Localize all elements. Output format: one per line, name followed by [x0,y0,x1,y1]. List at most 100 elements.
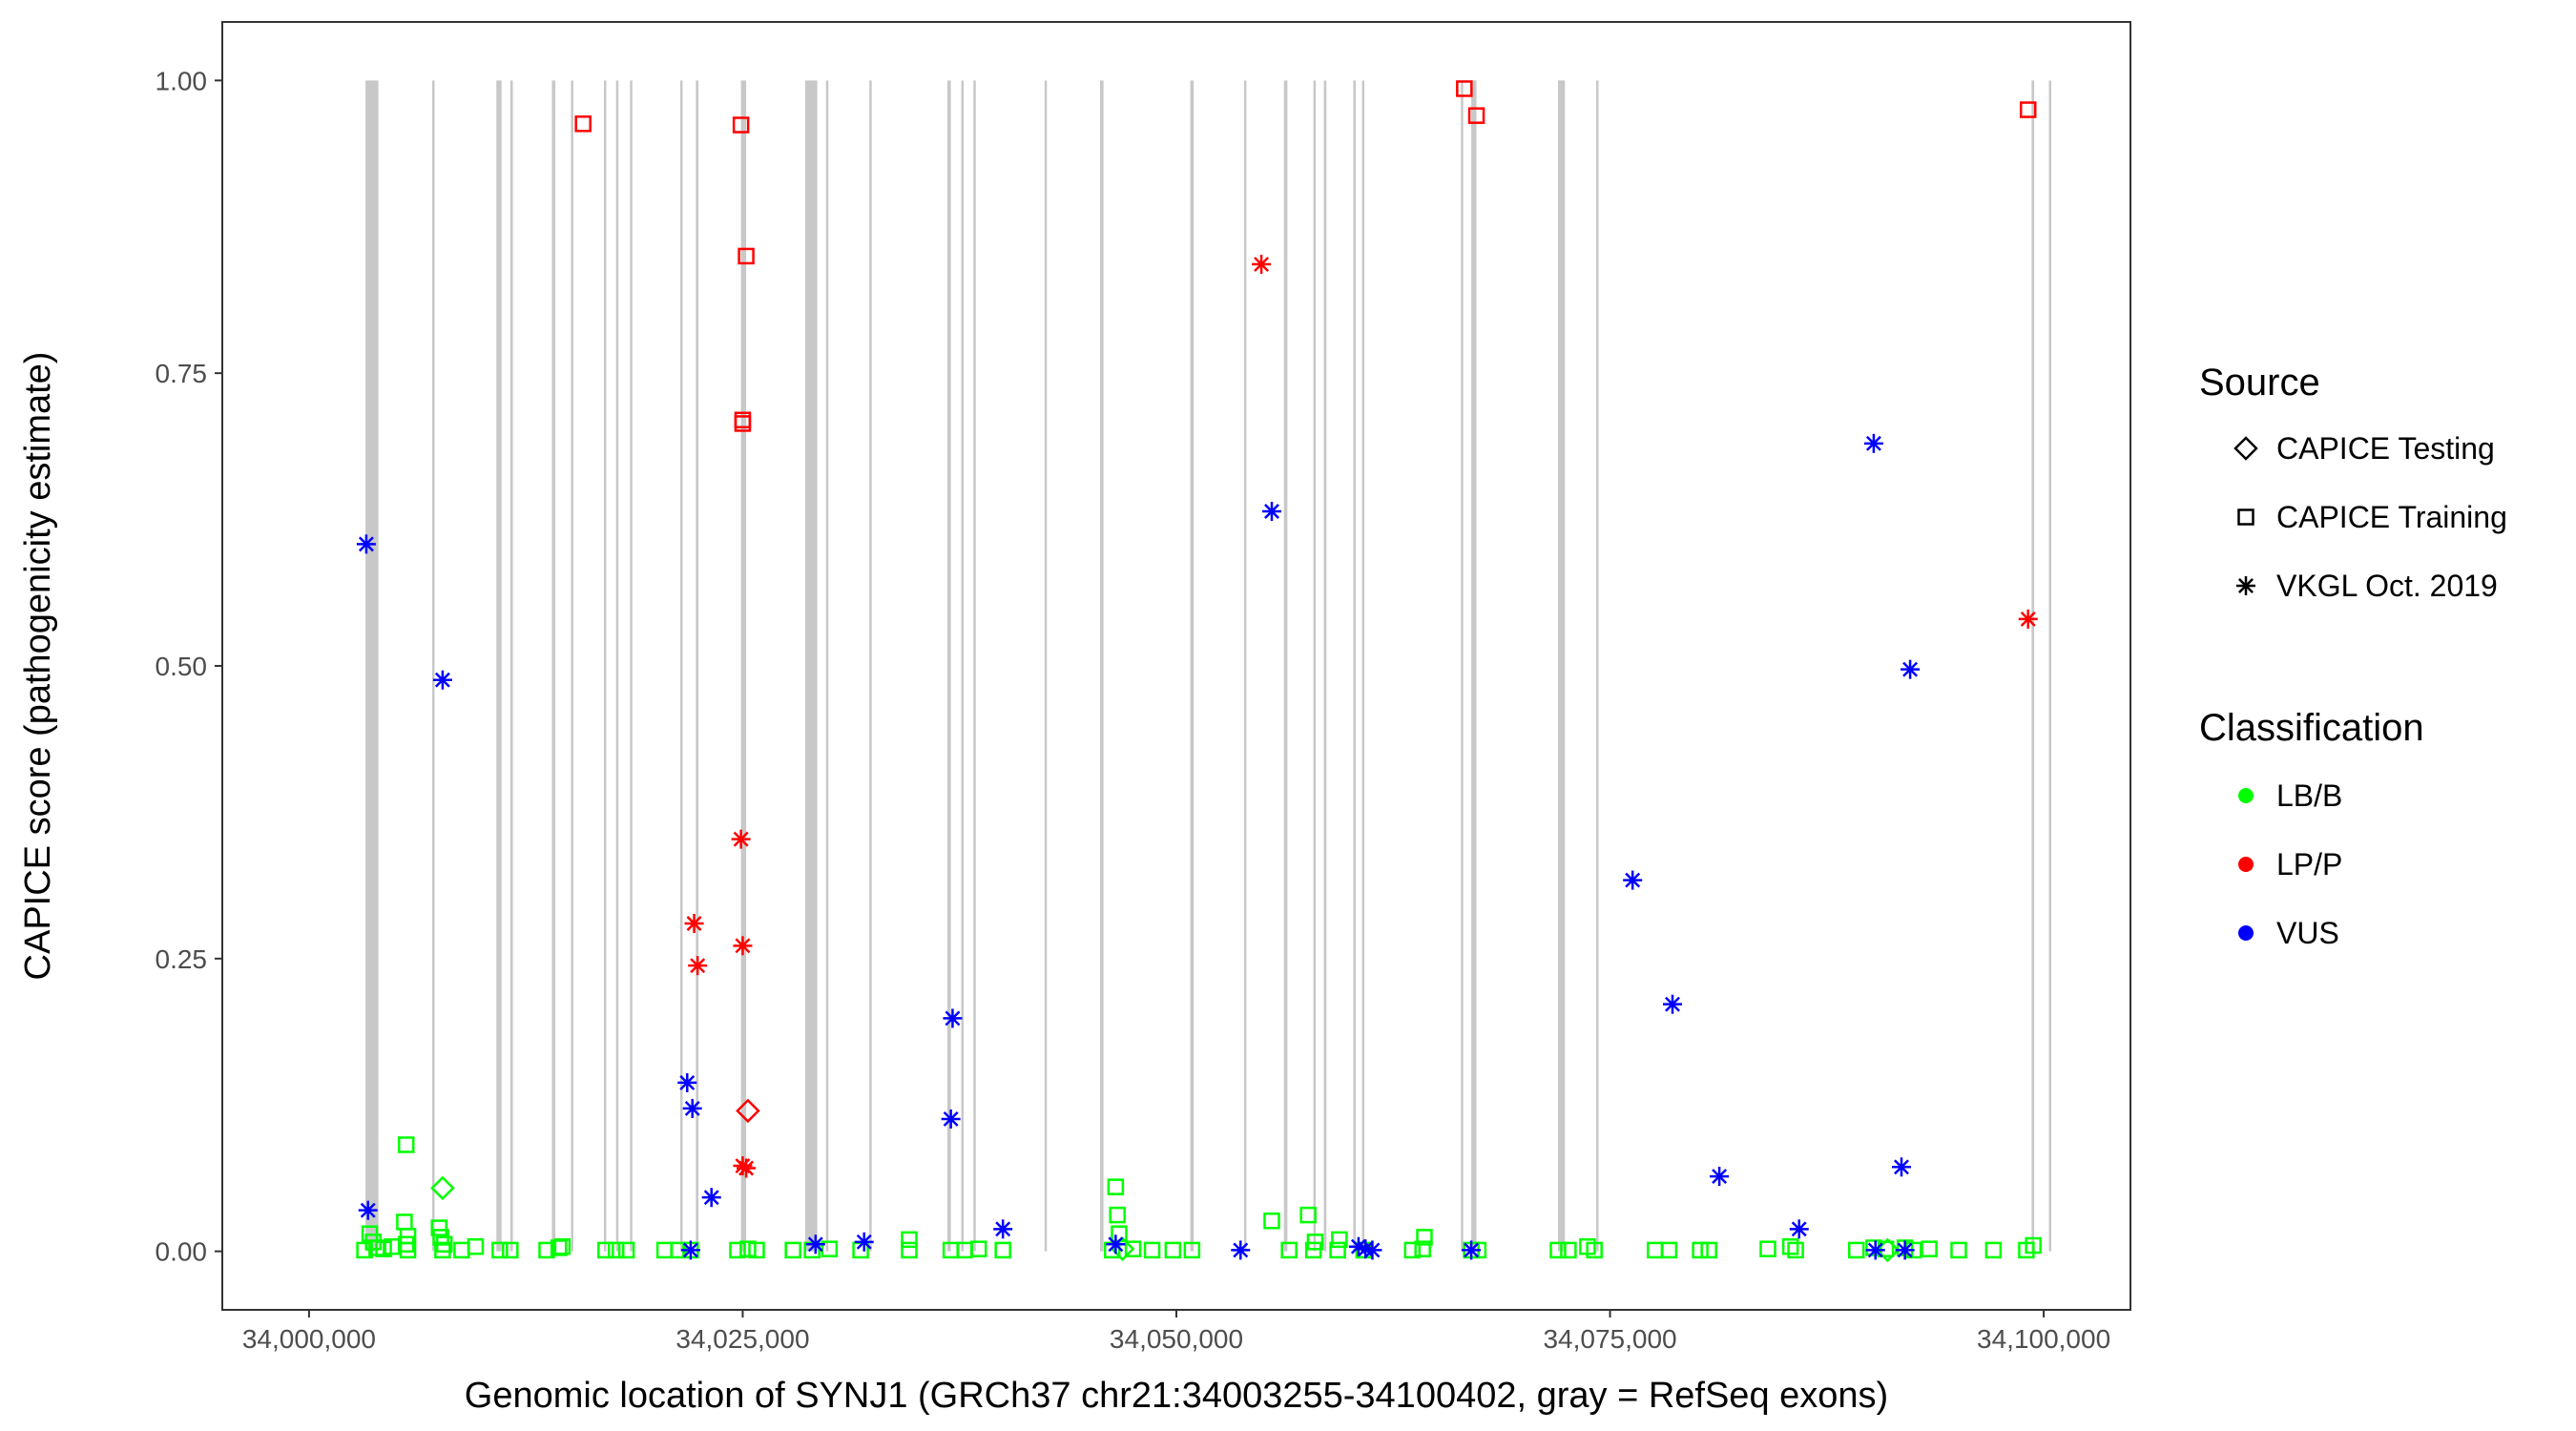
exon-band [825,80,829,1252]
legend-source-label: CAPICE Testing [2276,431,2495,466]
data-point [737,1158,757,1178]
exon-band [1323,80,1327,1252]
exon-band [1353,80,1356,1252]
legend-key-dot [2238,857,2254,872]
data-point [1623,870,1643,890]
y-tick-label: 0.50 [156,652,208,681]
data-point [1692,1241,1709,1259]
exon-band [1313,80,1317,1252]
exon-band [804,80,818,1252]
series-lp-p [736,1098,760,1124]
data-point [1895,1240,1915,1260]
exon-band [973,80,976,1252]
data-point [734,415,752,432]
data-point [655,1241,674,1259]
data-point [375,1240,392,1257]
data-point [356,534,376,554]
data-point [1865,1239,1882,1256]
data-point [1586,1241,1603,1259]
x-tick-label: 34,025,000 [675,1324,809,1354]
data-point [969,1240,987,1257]
x-tick-label: 34,075,000 [1543,1324,1676,1354]
exon-band [1596,80,1599,1252]
data-point [1781,1237,1799,1255]
data-point [1124,1240,1142,1257]
exon-band [496,80,502,1252]
exon-band [869,80,872,1252]
data-point [1865,1240,1885,1260]
exon-band [696,80,699,1252]
data-point [784,1241,801,1259]
data-point [1462,1240,1482,1260]
data-point [677,1072,697,1092]
data-point [607,1241,625,1259]
x-axis-title: Genomic location of SYNJ1 (GRCh37 chr21:… [465,1376,1888,1416]
data-point [430,1175,455,1201]
data-point [729,1241,746,1259]
data-point [358,1200,378,1220]
data-point [434,1241,451,1259]
data-point [384,1237,401,1255]
data-point [901,1241,918,1259]
legend-source-label: CAPICE Training [2276,500,2507,534]
data-point [701,1188,721,1208]
y-tick-label: 0.25 [156,944,208,974]
exon-band [630,80,633,1252]
data-point [1901,659,1921,679]
data-point [574,115,592,133]
data-point [1787,1241,1804,1259]
data-point [1647,1241,1664,1259]
data-point [617,1241,635,1259]
data-point [1414,1240,1431,1257]
data-point [993,1219,1013,1239]
data-point [538,1241,555,1259]
data-point [1143,1241,1161,1259]
data-point [435,1235,453,1254]
exon-band [432,80,435,1252]
data-point [1109,1206,1126,1224]
data-point [453,1241,470,1259]
data-point [1362,1240,1382,1260]
data-point [1660,1241,1678,1259]
data-point [1950,1241,1967,1259]
legend-key-asterisk [2236,576,2255,595]
data-point [682,1098,702,1118]
data-point [397,1136,415,1153]
series-vus [356,433,1921,1260]
legend-classification-label: VUS [2276,916,2339,950]
data-point [1789,1219,1809,1239]
data-point [684,914,704,933]
data-point [1280,1241,1298,1259]
data-point [1663,994,1682,1014]
data-point [941,1109,961,1129]
data-point [1710,1167,1730,1187]
data-point [1106,1234,1126,1255]
data-point [736,1098,760,1124]
x-tick-label: 34,100,000 [1977,1324,2110,1354]
data-point [854,1232,874,1252]
data-point [399,1241,417,1259]
exon-band [2031,80,2035,1252]
data-point [994,1241,1011,1259]
data-point [396,1213,413,1231]
x-tick-label: 34,050,000 [1110,1324,1243,1354]
series-lb-b [356,1136,2042,1259]
data-point [1164,1241,1182,1259]
y-axis-title: CAPICE score (pathogenicity estimate) [18,352,58,981]
y-tick-label: 0.00 [156,1237,208,1267]
data-point [553,1237,571,1255]
data-point [1331,1231,1348,1249]
data-point [1263,1212,1280,1230]
data-point [502,1241,519,1259]
exon-band [551,80,556,1252]
data-point [1863,433,1883,453]
data-point [1299,1206,1317,1224]
legend-key-square [2237,508,2254,526]
data-point [1560,1241,1577,1259]
data-point [731,829,751,849]
data-point [956,1241,973,1259]
data-point [430,1219,448,1236]
data-point [732,116,750,134]
exon-band [1243,80,1247,1252]
